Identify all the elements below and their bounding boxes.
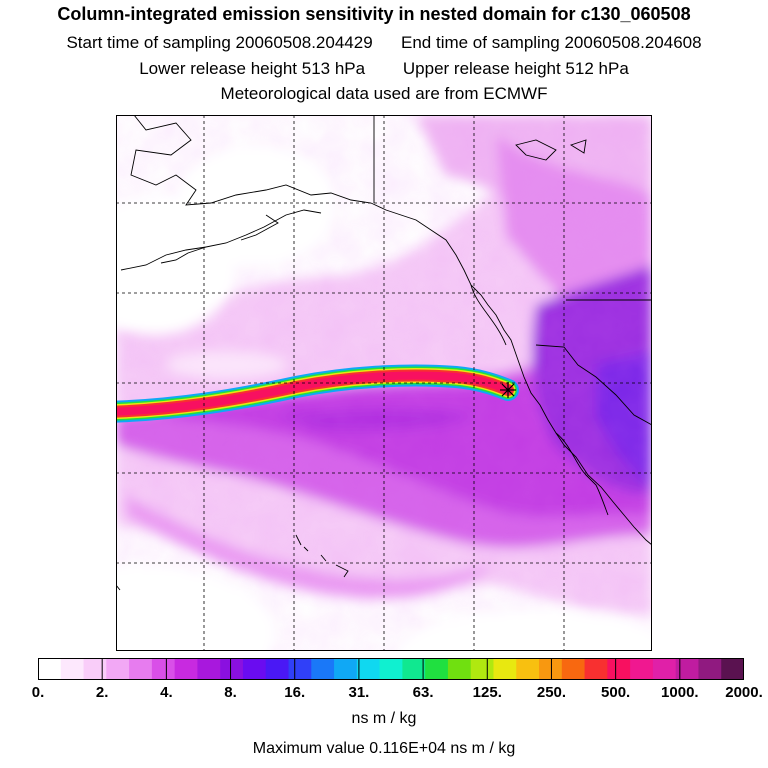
- release-heights: Lower release height 513 hPa Upper relea…: [0, 59, 768, 79]
- colorbar-segment: [265, 658, 290, 680]
- colorbar-tick-label: 500.: [601, 684, 631, 701]
- colorbar-segment: [721, 658, 744, 680]
- graticule: [116, 115, 652, 651]
- colorbar-tick-label: 31.: [348, 684, 370, 701]
- colorbar-tick-label: 63.: [412, 684, 434, 701]
- colorbar-tick-label: 1000.: [661, 684, 699, 701]
- colorbar-segment: [356, 658, 381, 680]
- colorbar-tick-label: 16.: [284, 684, 306, 701]
- low-sensitivity-areas: [116, 145, 652, 651]
- colorbar-segment: [402, 658, 426, 680]
- colorbar-segment: [652, 658, 677, 680]
- star-icon: [500, 382, 516, 398]
- coastlines: [116, 115, 652, 591]
- sampling-times: Start time of sampling 20060508.204429 E…: [0, 33, 768, 53]
- colorbar-segment: [607, 658, 631, 680]
- colorbar-segment: [539, 658, 563, 680]
- colorbar-segment: [584, 658, 608, 680]
- map-frame: [116, 115, 652, 651]
- colorbar-tick-label: 4.: [160, 684, 173, 701]
- colorbar: [38, 658, 744, 680]
- colorbar-segment: [288, 658, 312, 680]
- colorbar-segment: [106, 658, 130, 680]
- colorbar-segment: [379, 658, 403, 680]
- colorbar-segment: [129, 658, 153, 680]
- met-data-source: Meteorological data used are from ECMWF: [220, 84, 548, 103]
- colorbar-segment: [516, 658, 540, 680]
- colorbar-segment: [151, 658, 176, 680]
- colorbar-segment: [447, 658, 472, 680]
- colorbar-segment: [174, 658, 198, 680]
- colorbar-units: ns m / kg: [351, 710, 417, 727]
- colorbar-tick-label: 250.: [536, 684, 567, 701]
- colorbar-tick-label: 125.: [472, 684, 502, 701]
- colorbar-segment: [425, 658, 449, 680]
- colorbar-segment: [242, 658, 267, 680]
- colorbar-segment: [83, 658, 107, 680]
- colorbar-segment: [493, 658, 517, 680]
- colorbar-tick-label: 2000.: [725, 684, 763, 701]
- colorbar-segment: [675, 658, 699, 680]
- start-time: Start time of sampling 20060508.204429: [66, 33, 373, 52]
- colorbar-segment: [197, 658, 221, 680]
- colorbar-tick-label: 2.: [95, 684, 109, 701]
- sensitivity-map: [116, 115, 652, 651]
- lower-release-height: Lower release height 513 hPa: [139, 59, 366, 78]
- colorbar-tick-label: 0.: [31, 684, 45, 701]
- colorbar-segment: [561, 658, 586, 680]
- colorbar-segment: [698, 658, 722, 680]
- trajectory-plume: [116, 364, 519, 423]
- end-time: End time of sampling 20060508.204608: [401, 33, 702, 52]
- colorbar-tick-label: 8.: [224, 684, 237, 701]
- maximum-value: Maximum value 0.116E+04 ns m / kg: [252, 740, 516, 757]
- figure-title: Column-integrated emission sensitivity i…: [57, 4, 691, 24]
- colorbar-segment: [470, 658, 494, 680]
- colorbar-segment: [60, 658, 85, 680]
- colorbar-segment: [630, 658, 654, 680]
- colorbar-segment: [220, 658, 244, 680]
- colorbar-segment: [38, 658, 62, 680]
- colorbar-segment: [311, 658, 335, 680]
- upper-release-height: Upper release height 512 hPa: [402, 59, 629, 78]
- colorbar-segment: [334, 658, 358, 680]
